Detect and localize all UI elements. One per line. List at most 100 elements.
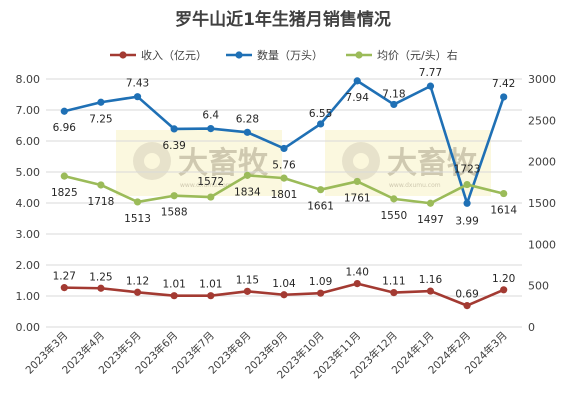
legend-marker	[119, 51, 127, 59]
data-point	[133, 93, 142, 101]
legend: 收入（亿元） 数量（万头） 均价（元/头）右	[110, 48, 458, 62]
y-axis-left: 0.00 1.00 2.00 3.00 4.00 5.00 6.00 7.00 8.00	[16, 73, 41, 334]
legend-label: 数量（万头）	[257, 49, 323, 62]
data-point	[60, 172, 68, 180]
data-point	[426, 287, 435, 295]
data-label: 6.4	[202, 110, 219, 122]
y-axis-right: 0 500 1000 1500 2000 2500 3000	[528, 73, 556, 334]
data-label: 1825	[51, 187, 78, 199]
data-point	[207, 125, 215, 133]
data-label: 1.25	[89, 271, 112, 283]
x-axis: 2023年3月2023年4月2023年5月2023年6月2023年7月2023年…	[23, 329, 510, 381]
data-label: 1.09	[309, 276, 332, 288]
data-point	[426, 82, 435, 90]
data-point	[426, 199, 435, 207]
data-label: 1761	[344, 192, 371, 204]
data-point	[60, 107, 68, 115]
data-label: 1497	[417, 214, 444, 226]
data-point	[280, 174, 288, 182]
data-point	[353, 177, 361, 186]
data-label: 7.18	[382, 88, 405, 100]
chart-title: 罗牛山近1年生猪月销售情况	[175, 9, 391, 30]
data-point	[463, 180, 471, 189]
data-label: 1.12	[126, 275, 149, 287]
gridlines	[46, 78, 522, 328]
data-label: 7.42	[492, 78, 515, 90]
data-label: 1801	[271, 189, 298, 201]
data-point	[317, 186, 325, 194]
data-point	[170, 192, 178, 200]
data-point	[97, 284, 105, 292]
data-point	[353, 280, 361, 288]
legend-label: 均价（元/头）右	[377, 48, 458, 62]
data-point	[133, 288, 142, 296]
data-label: 1.40	[346, 267, 369, 279]
data-point	[390, 195, 398, 203]
data-label: 1.04	[272, 278, 296, 290]
data-point	[243, 171, 251, 179]
data-label: 1.15	[236, 274, 259, 286]
data-point	[97, 181, 105, 189]
data-point	[390, 288, 398, 297]
data-label: 1550	[380, 210, 407, 222]
watermark-text: 大畜牧	[387, 146, 478, 181]
data-label: 1.01	[162, 279, 185, 291]
data-point	[207, 193, 215, 201]
y-left-tick-label: 8.00	[16, 73, 41, 86]
legend-label: 收入（亿元）	[141, 48, 207, 62]
y-left-tick-label: 6.00	[16, 135, 41, 148]
data-point	[207, 292, 215, 300]
data-point	[390, 100, 398, 109]
data-label: 1.16	[419, 274, 443, 286]
data-label: 0.69	[455, 289, 478, 301]
data-point	[97, 98, 105, 106]
y-right-tick-label: 500	[528, 280, 549, 293]
data-label: 6.39	[162, 140, 185, 152]
data-label: 1723	[454, 164, 481, 176]
data-point	[500, 189, 508, 198]
data-point	[280, 144, 288, 153]
data-point	[463, 302, 471, 310]
data-label: 1.20	[492, 273, 515, 285]
data-label: 7.77	[419, 67, 442, 79]
data-label: 7.43	[126, 78, 149, 90]
data-label: 6.28	[236, 113, 259, 125]
data-label: 3.99	[455, 215, 478, 227]
y-right-tick-label: 1500	[528, 197, 556, 210]
y-left-tick-label: 3.00	[16, 228, 41, 241]
data-point	[243, 287, 251, 295]
data-label: 1.27	[53, 271, 76, 283]
y-right-tick-label: 1000	[528, 238, 556, 251]
watermark-logo-center	[144, 153, 160, 169]
legend-marker	[355, 51, 363, 59]
data-labels-layer: 1.27 1.25 1.12 1.01 1.01 1.15 1.04 1.09 1.40 1.11…	[51, 67, 517, 300]
data-label: 1572	[197, 176, 224, 188]
data-point	[463, 199, 471, 207]
watermark-url: www.dxumu.com	[180, 182, 232, 189]
y-left-tick-label: 2.00	[16, 259, 41, 272]
y-left-tick-label: 0.00	[16, 321, 41, 334]
data-label: 1834	[234, 186, 261, 198]
data-label: 1588	[161, 207, 188, 219]
data-label: 5.76	[272, 159, 296, 171]
data-label: 1.01	[199, 279, 222, 291]
data-point	[133, 198, 142, 206]
data-point	[170, 292, 178, 300]
data-label: 1661	[307, 201, 334, 213]
data-point	[317, 120, 325, 128]
data-point	[60, 284, 68, 292]
data-label: 1.11	[382, 276, 405, 288]
watermark-logo-center	[353, 153, 369, 169]
data-label: 7.25	[89, 113, 112, 125]
data-point	[243, 128, 251, 136]
data-label: 6.55	[309, 108, 332, 120]
y-left-tick-label: 5.00	[16, 166, 41, 179]
y-left-tick-label: 7.00	[16, 104, 41, 117]
series-layer	[60, 77, 508, 310]
y-left-tick-label: 4.00	[16, 197, 41, 210]
data-point	[170, 125, 178, 133]
data-point	[280, 291, 288, 299]
data-point	[500, 93, 508, 101]
y-left-tick-label: 1.00	[16, 290, 41, 303]
